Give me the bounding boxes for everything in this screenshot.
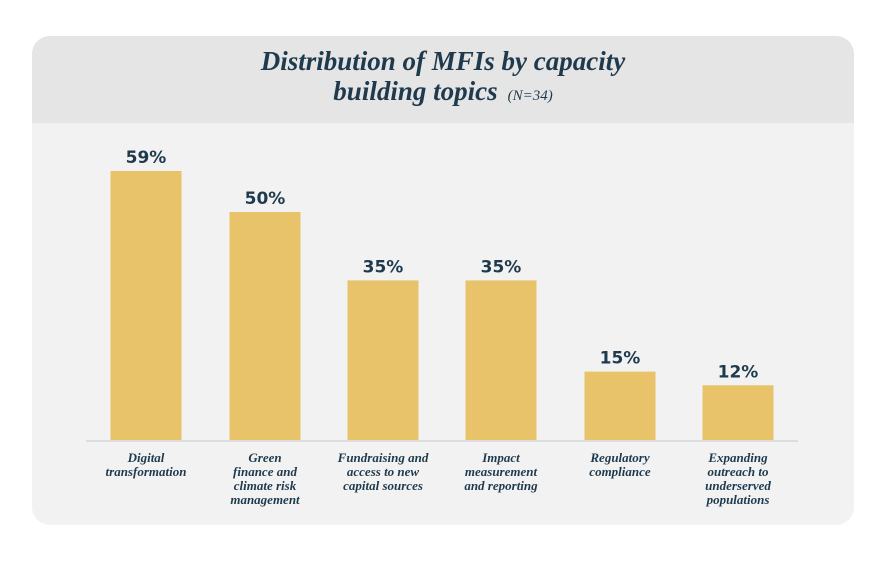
category-label-line: populations	[706, 492, 770, 507]
bar-value-label-3: 35%	[363, 257, 404, 277]
chart-title-line-1: Distribution of MFIs by capacity	[260, 46, 626, 76]
category-label-3: Fundraising and access to new capital sour…	[337, 450, 429, 493]
bar-1	[110, 171, 182, 440]
category-label-line: Regulatory	[589, 450, 649, 465]
category-label-line: and reporting	[464, 478, 538, 493]
category-label-line: Impact	[481, 450, 520, 465]
category-label-line: capital sources	[343, 478, 423, 493]
bar-value-label-5: 15%	[600, 349, 641, 369]
bar-4	[465, 280, 537, 440]
bar-2	[229, 212, 301, 440]
category-label-line: finance and	[233, 464, 297, 479]
category-label-4: Impact measurement and reporting	[464, 450, 538, 493]
category-label-line: Green	[248, 450, 281, 465]
bar-value-label-2: 50%	[245, 189, 286, 209]
category-label-line: Expanding	[707, 450, 768, 465]
category-label-line: Fundraising and	[337, 450, 429, 465]
bar-value-label-1: 59%	[126, 148, 167, 168]
category-label-6: Expanding outreach to underserved populatio…	[705, 450, 771, 507]
bar-6	[702, 385, 774, 440]
category-label-line: Digital	[127, 450, 165, 465]
bar-value-label-6: 12%	[718, 362, 759, 382]
chart-title: Distribution of MFIs by capacity buildin…	[32, 46, 854, 111]
category-label-5: Regulatory compliance	[589, 450, 651, 479]
category-label-line: compliance	[589, 464, 651, 479]
chart-header	[32, 36, 854, 123]
category-label-line: measurement	[465, 464, 538, 479]
bar-3	[347, 280, 419, 440]
category-label-line: climate risk	[234, 478, 297, 493]
category-label-line: outreach to	[707, 464, 769, 479]
category-label-1: Digital transformation	[106, 450, 187, 479]
category-label-line: underserved	[705, 478, 771, 493]
category-label-2: Green finance and climate risk management	[230, 450, 300, 507]
bar-value-label-4: 35%	[481, 257, 522, 277]
bar-5	[584, 371, 656, 440]
category-label-line: management	[230, 492, 300, 507]
chart-title-note: (N=34)	[507, 88, 553, 104]
category-label-line: transformation	[106, 464, 187, 479]
chart-title-line-2: building topics (N=34)	[32, 76, 854, 111]
category-label-line: access to new	[347, 464, 420, 479]
chart-title-second: building topics	[333, 76, 498, 106]
